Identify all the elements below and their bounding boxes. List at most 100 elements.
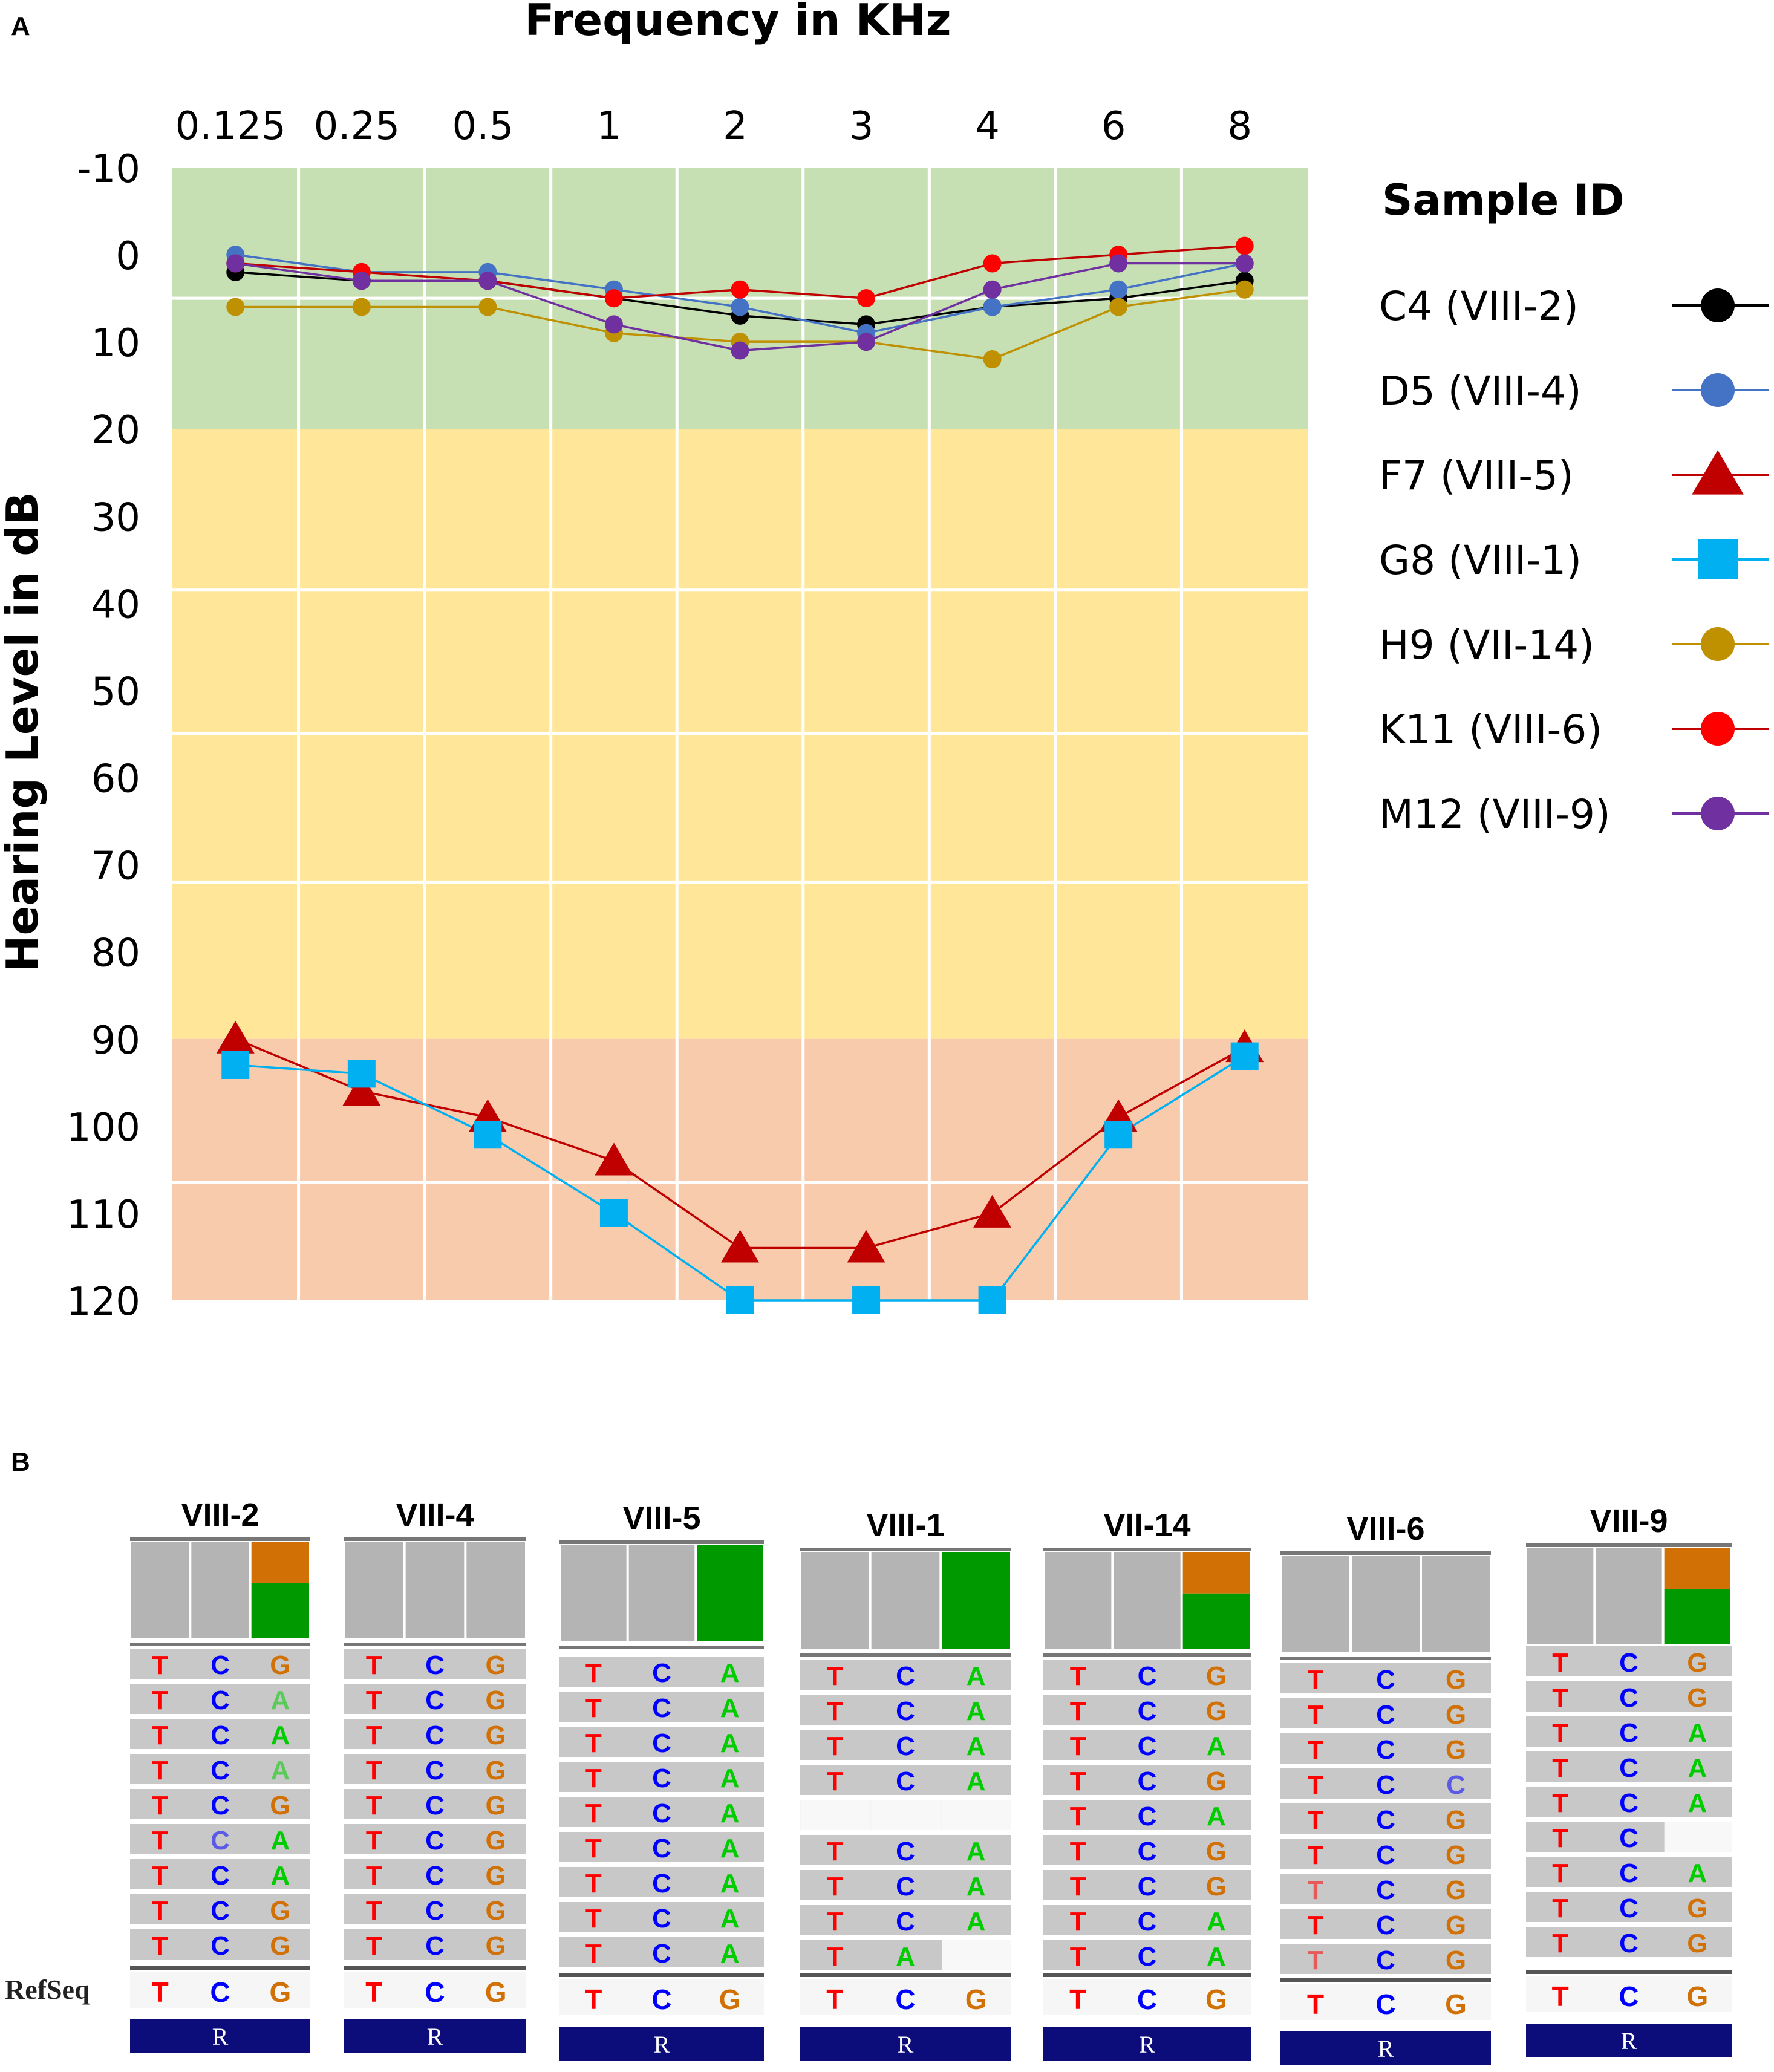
base-T: T bbox=[1552, 1683, 1568, 1713]
base-T: T bbox=[585, 1939, 602, 1969]
base-T: T bbox=[1552, 1981, 1569, 2012]
read-row bbox=[344, 1684, 526, 1714]
base-C: C bbox=[1619, 1683, 1639, 1713]
base-G: G bbox=[1687, 1929, 1707, 1958]
y-tick-label: 50 bbox=[91, 669, 140, 714]
coverage-bar-alt bbox=[1182, 1593, 1250, 1649]
base-A: A bbox=[1688, 1788, 1707, 1818]
read-row bbox=[559, 1902, 764, 1932]
base-C: C bbox=[896, 1837, 915, 1866]
data-point bbox=[857, 289, 876, 308]
base-T: T bbox=[827, 1942, 843, 1972]
coverage-bar-alt bbox=[1664, 1589, 1730, 1644]
base-T: T bbox=[366, 1931, 382, 1961]
x-tick-labels: 0.125 0.25 0.5 1 2 3 4 6 8 bbox=[175, 104, 1252, 149]
base-C: C bbox=[425, 1896, 445, 1926]
data-point bbox=[478, 298, 497, 316]
base-T: T bbox=[366, 1826, 382, 1855]
base-C: C bbox=[1446, 1770, 1466, 1800]
base-C: C bbox=[1619, 1929, 1639, 1958]
base-T: T bbox=[152, 1826, 168, 1855]
data-point bbox=[852, 1286, 881, 1314]
base-G: G bbox=[1446, 1875, 1466, 1905]
base-A: A bbox=[720, 1904, 740, 1934]
base-C: C bbox=[896, 1872, 915, 1901]
read-row bbox=[1526, 1927, 1732, 1957]
base-C: C bbox=[1376, 1805, 1395, 1835]
base-G: G bbox=[486, 1650, 506, 1680]
read-row bbox=[1043, 1940, 1251, 1970]
track-r-bar bbox=[559, 2027, 764, 2061]
base-C: C bbox=[895, 1984, 915, 2015]
refseq-row bbox=[1043, 1979, 1251, 2015]
read-row bbox=[559, 1762, 764, 1792]
base-G: G bbox=[486, 1826, 506, 1855]
read-row bbox=[1280, 1944, 1491, 1974]
base-C: C bbox=[1376, 1770, 1395, 1800]
coverage-bar bbox=[801, 1552, 869, 1649]
sample-track: VIII-9 T C G T C G T C A T C A T C A T C T C A T C G T C G T C G R bbox=[1526, 1503, 1732, 2057]
base-A: A bbox=[1207, 1732, 1226, 1761]
coverage-bar bbox=[466, 1542, 525, 1638]
base-A: A bbox=[1688, 1859, 1707, 1888]
base-T: T bbox=[827, 1696, 843, 1726]
read-row bbox=[559, 1797, 764, 1827]
read-row bbox=[1526, 1857, 1732, 1887]
base-T: T bbox=[585, 1984, 602, 2015]
panel-label-a: A bbox=[11, 11, 30, 41]
base-T: T bbox=[1070, 1942, 1086, 1972]
base-A: A bbox=[720, 1799, 740, 1828]
base-C: C bbox=[1619, 1788, 1639, 1818]
read-row bbox=[1526, 1716, 1732, 1747]
base-T: T bbox=[1070, 1696, 1086, 1726]
igv-panel: VIII-2T C GT C AT C AT C AT C GT C AT C AT C GT C GT C GRVII… bbox=[5, 1497, 1732, 2065]
base-G: G bbox=[486, 1791, 506, 1820]
base-C: C bbox=[210, 1686, 230, 1715]
base-C: C bbox=[210, 1896, 230, 1926]
base-C: C bbox=[425, 1650, 445, 1680]
sample-track: VIII-5 T C A T C A T C A T C A T C A T C A T C A T C A T C A T C G R bbox=[559, 1500, 764, 2061]
legend-entry: D5 (VIII-4) bbox=[1379, 368, 1582, 414]
sample-title: VIII-6 bbox=[1346, 1511, 1424, 1547]
base-T: T bbox=[1308, 1700, 1324, 1730]
read-row bbox=[130, 1649, 310, 1679]
base-C: C bbox=[425, 1861, 445, 1891]
base-C: C bbox=[210, 1826, 230, 1855]
legend-marker bbox=[1692, 450, 1744, 495]
base-C: C bbox=[1619, 1718, 1639, 1748]
coverage-bar bbox=[1596, 1548, 1662, 1644]
base-C: C bbox=[652, 1693, 671, 1723]
base-C: C bbox=[652, 1799, 671, 1828]
base-C: C bbox=[1376, 1700, 1395, 1730]
base-C: C bbox=[1138, 1696, 1157, 1726]
read-row bbox=[1043, 1695, 1251, 1725]
base-T: T bbox=[366, 1686, 382, 1715]
base-T: T bbox=[1070, 1872, 1086, 1901]
base-C: C bbox=[1138, 1732, 1157, 1761]
base-A: A bbox=[720, 1834, 740, 1863]
base-T: T bbox=[366, 1896, 382, 1926]
base-G: G bbox=[270, 1896, 290, 1926]
base-C: C bbox=[425, 1931, 445, 1961]
read-row bbox=[130, 1789, 310, 1819]
base-T: T bbox=[585, 1834, 602, 1863]
data-point bbox=[216, 1020, 255, 1054]
base-G: G bbox=[486, 1931, 506, 1961]
legend-entry: M12 (VIII-9) bbox=[1379, 791, 1611, 838]
base-G: G bbox=[1445, 1989, 1467, 2020]
sample-title: VIII-4 bbox=[396, 1497, 474, 1533]
track-r-label: R bbox=[427, 2023, 443, 2050]
base-C: C bbox=[1376, 1946, 1395, 1975]
refseq-label: RefSeq bbox=[5, 1974, 90, 2005]
read-row bbox=[1280, 1803, 1491, 1834]
panel-label-b: B bbox=[11, 1447, 30, 1477]
read-row bbox=[130, 1824, 310, 1854]
base-A: A bbox=[967, 1872, 986, 1901]
base-T: T bbox=[1308, 1665, 1324, 1695]
base-C: C bbox=[1619, 1648, 1639, 1678]
base-T: T bbox=[1552, 1718, 1568, 1748]
data-point bbox=[1109, 254, 1128, 273]
base-G: G bbox=[1446, 1735, 1466, 1765]
x-tick-label: 6 bbox=[1101, 104, 1126, 149]
